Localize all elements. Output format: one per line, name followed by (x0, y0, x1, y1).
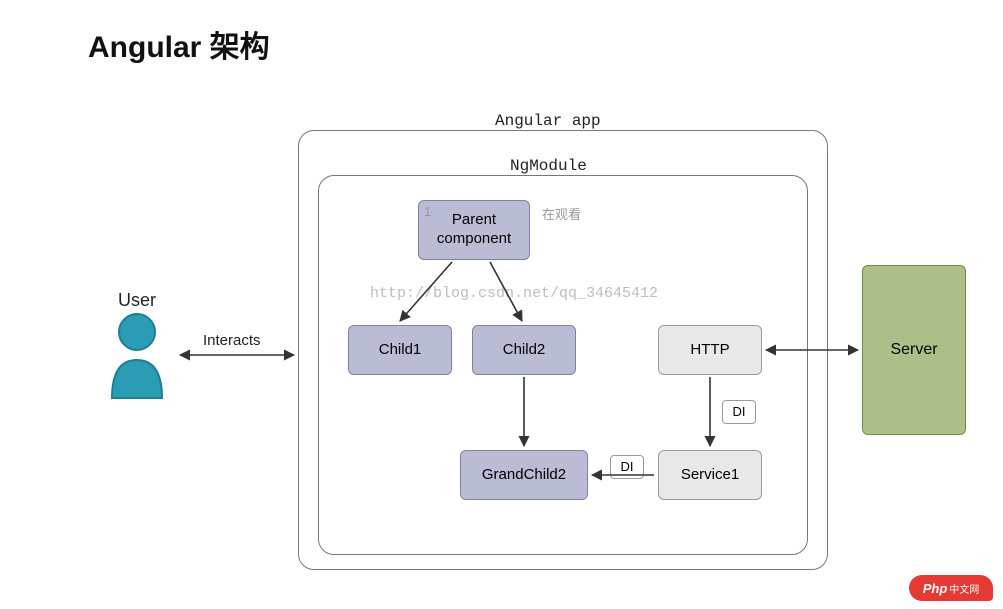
di-label-service-grandchild: DI (610, 455, 644, 479)
grandchild2-node: GrandChild2 (460, 450, 588, 500)
server-node: Server (862, 265, 966, 435)
php-logo-subtext: 中文网 (949, 581, 979, 596)
child1-node: Child1 (348, 325, 452, 375)
overlay-number: 1 (424, 204, 431, 219)
user-label: User (118, 290, 156, 311)
interacts-label: Interacts (203, 332, 261, 349)
page-title: Angular 架构 (88, 22, 270, 66)
di-label-http-service: DI (722, 400, 756, 424)
parent-component-node: Parent component (418, 200, 530, 260)
angular-app-label: Angular app (495, 112, 601, 130)
overlay-watching: 在观看 (542, 204, 581, 223)
php-logo: Php 中文网 (909, 575, 993, 601)
child2-node: Child2 (472, 325, 576, 375)
watermark-text: http://blog.csdn.net/qq_34645412 (370, 285, 658, 302)
http-node: HTTP (658, 325, 762, 375)
php-logo-text: Php (923, 581, 948, 596)
ngmodule-label: NgModule (510, 157, 587, 175)
user-icon (102, 310, 172, 400)
service1-node: Service1 (658, 450, 762, 500)
